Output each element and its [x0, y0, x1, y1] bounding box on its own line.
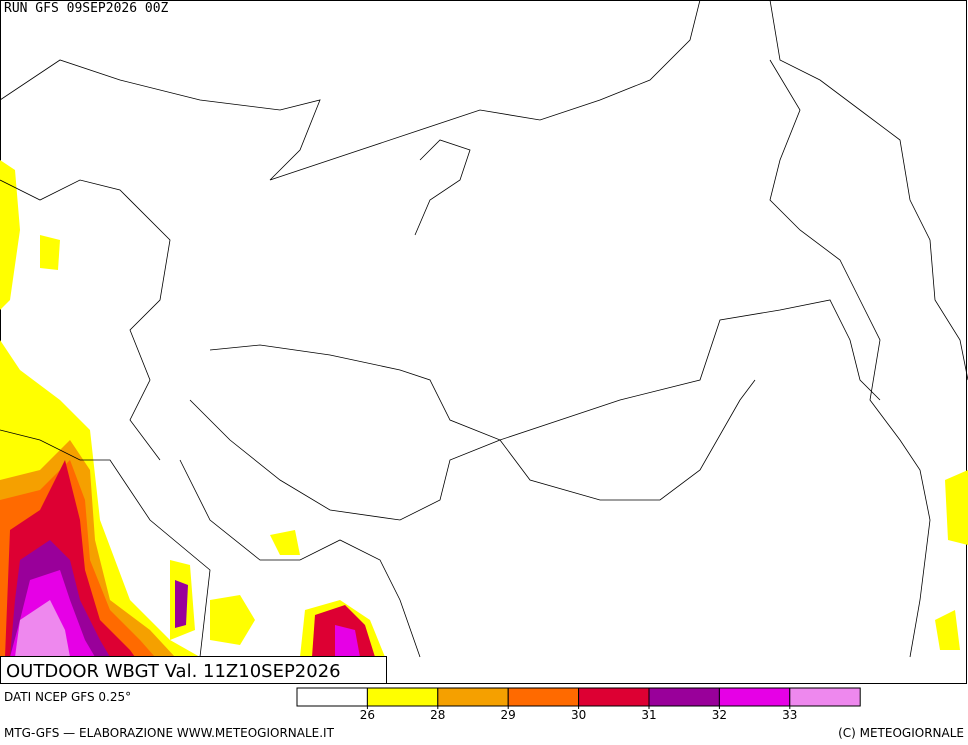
- border: [499, 379, 756, 501]
- wbgt-area: [210, 595, 255, 645]
- tick-label: 33: [782, 708, 797, 722]
- wbgt-area: [945, 470, 968, 545]
- map-title: OUTDOOR WBGT Val. 11Z10SEP2026: [6, 661, 341, 682]
- tick-label: 30: [571, 708, 586, 722]
- title-box: [0, 656, 387, 684]
- data-source: DATI NCEP GFS 0.25°: [4, 690, 131, 704]
- color-box: [789, 687, 861, 707]
- coastline: [769, 59, 931, 658]
- color-box: [296, 687, 368, 707]
- legend: 26 28 29 30 31 32 33: [296, 687, 861, 722]
- tick-label: 26: [360, 708, 375, 722]
- credit: MTG-GFS — ELABORAZIONE WWW.METEOGIORNALE…: [4, 726, 335, 740]
- color-box: [718, 687, 791, 707]
- wbgt-area: [40, 235, 60, 270]
- color-box: [507, 687, 580, 707]
- wbgt-area: [935, 610, 960, 650]
- wbgt-area: [175, 580, 188, 628]
- tick-label: 28: [430, 708, 445, 722]
- border: [189, 399, 501, 521]
- color-box: [437, 687, 509, 707]
- map: RUN GFS 09SEP2026 00Z OUTDOOR WBGT Val. …: [0, 0, 968, 684]
- color-box: [578, 687, 650, 707]
- wbgt-area: [270, 530, 300, 555]
- wbgt-area: [0, 160, 20, 310]
- border: [209, 299, 881, 441]
- coastline: [0, 0, 701, 181]
- tick-label: 29: [501, 708, 516, 722]
- wbgt-area: [15, 600, 70, 657]
- border: [179, 459, 421, 658]
- run-label: RUN GFS 09SEP2026 00Z: [4, 1, 169, 16]
- copyright: (C) METEOGIORNALE: [838, 726, 964, 740]
- map-frame: [0, 0, 967, 684]
- wbgt-area: [335, 625, 360, 657]
- coastline: [769, 0, 968, 381]
- tick-label: 31: [641, 708, 656, 722]
- coastline: [414, 139, 471, 236]
- border: [0, 179, 171, 461]
- color-box: [366, 687, 439, 707]
- border: [0, 429, 211, 658]
- tick-label: 32: [712, 708, 727, 722]
- color-box: [648, 687, 720, 707]
